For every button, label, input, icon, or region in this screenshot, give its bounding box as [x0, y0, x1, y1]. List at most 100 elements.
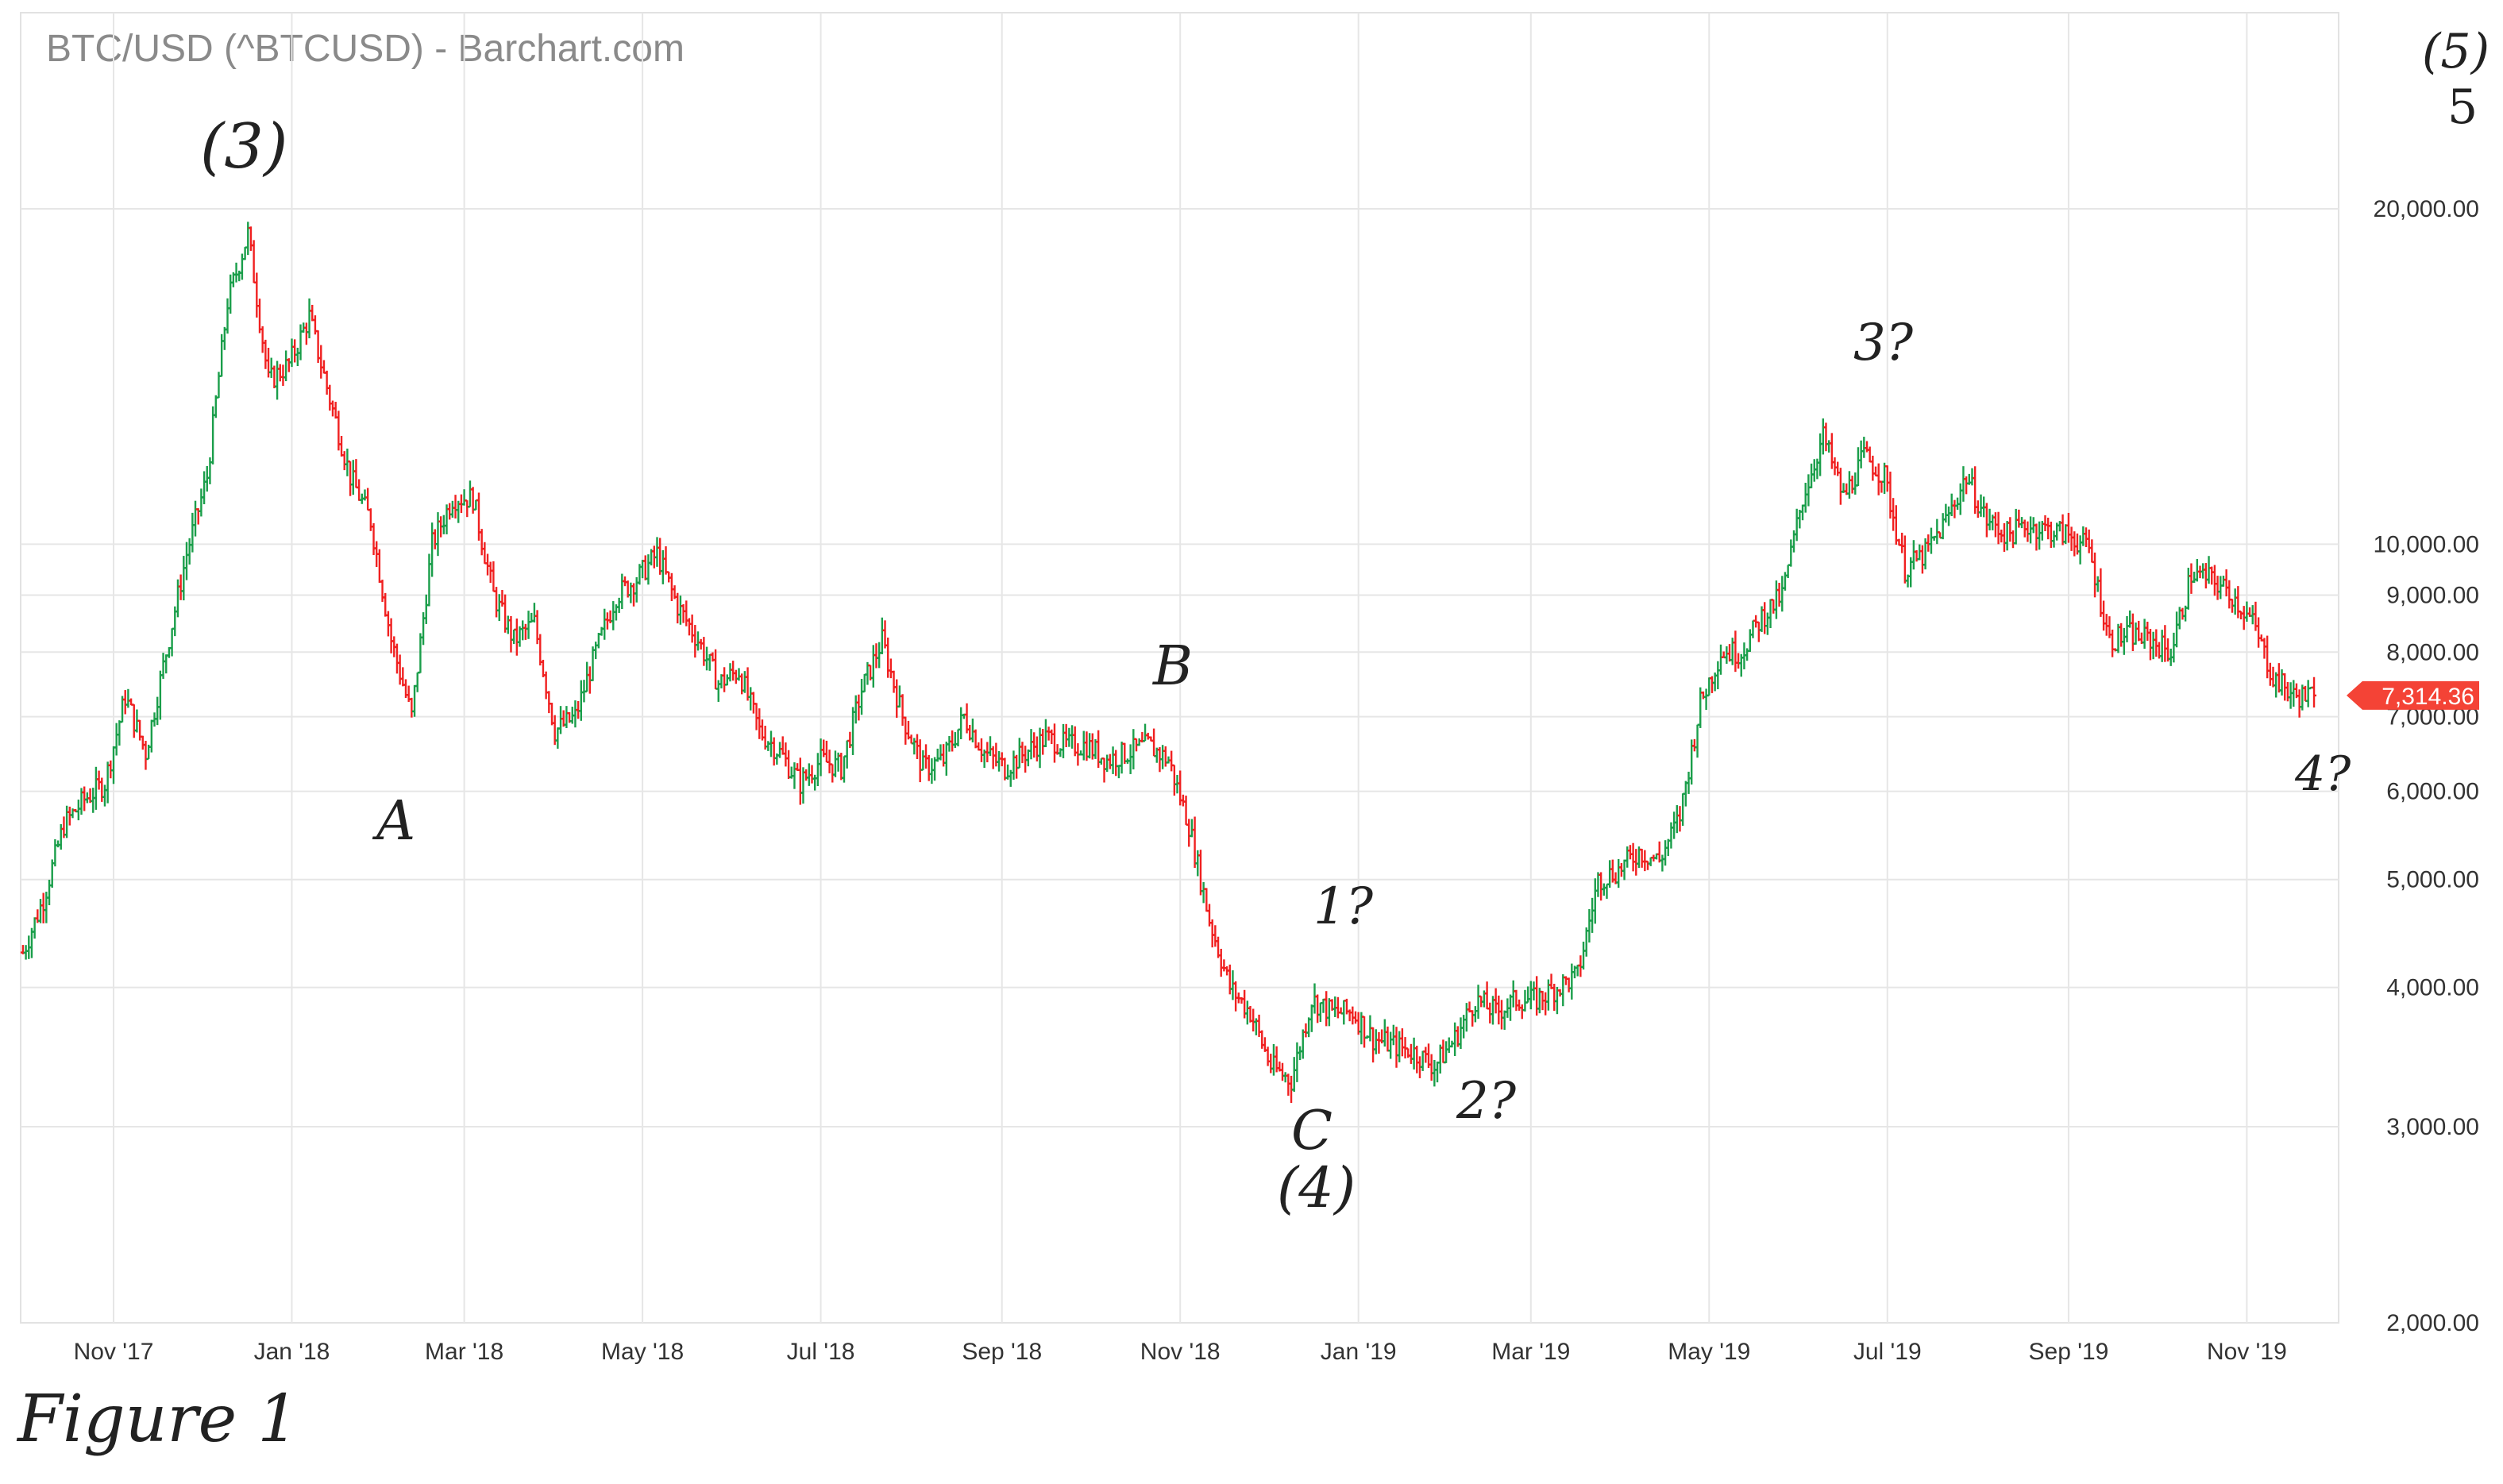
- ohlc-bar: [283, 350, 289, 382]
- x-tick-label: Mar '19: [1491, 1339, 1570, 1365]
- ohlc-bar: [1668, 822, 1674, 849]
- ohlc-bar: [1855, 447, 1861, 487]
- ohlc-bar: [251, 240, 256, 283]
- annotation-2q: 2?: [1456, 1072, 1517, 1131]
- ohlc-bar: [1592, 878, 1598, 924]
- ohlc-bar: [578, 680, 584, 721]
- ohlc-bar: [143, 741, 148, 770]
- ohlc-bar: [2136, 620, 2142, 642]
- ohlc-bar: [298, 324, 303, 360]
- ohlc-bar: [2115, 623, 2121, 653]
- ohlc-bar: [64, 805, 70, 838]
- ohlc-bar: [321, 360, 326, 374]
- ohlc-bar: [310, 304, 315, 322]
- ohlc-bar: [1660, 854, 1665, 872]
- ohlc-bar: [178, 574, 183, 600]
- ohlc-bar: [160, 653, 166, 679]
- ohlc-bar: [750, 692, 756, 714]
- grid: [20, 12, 2339, 1324]
- y-tick-label: 10,000.00: [2374, 531, 2479, 557]
- ohlc-bar: [1470, 1010, 1475, 1027]
- ohlc-bar: [1762, 602, 1768, 634]
- ohlc-bar: [2124, 616, 2130, 642]
- ohlc-bar: [447, 503, 453, 520]
- ohlc-bar: [1043, 719, 1048, 748]
- ohlc-bar: [935, 748, 940, 762]
- ohlc-bar: [842, 755, 847, 783]
- ohlc-bar: [2077, 535, 2083, 565]
- ohlc-bar: [2244, 601, 2250, 622]
- ohlc-bar: [1341, 1000, 1347, 1025]
- ohlc-bar: [272, 365, 277, 388]
- ohlc-bar: [1525, 986, 1531, 1004]
- ohlc-bar: [1926, 534, 1931, 552]
- ohlc-bar: [1622, 859, 1627, 881]
- ohlc-bar: [669, 572, 674, 602]
- ohlc-bar: [105, 761, 110, 804]
- ohlc-bar: [1011, 750, 1016, 781]
- ohlc-bar: [926, 754, 931, 781]
- ohlc-bar: [292, 339, 298, 363]
- ohlc-bar: [2270, 666, 2276, 688]
- ohlc-bar: [783, 742, 789, 767]
- ohlc-bar: [1663, 840, 1668, 866]
- ohlc-bar: [388, 618, 394, 653]
- ohlc-bar: [2098, 568, 2104, 617]
- ohlc-bar: [1213, 925, 1218, 947]
- ohlc-bar: [1315, 994, 1321, 1023]
- x-tick-label: Jan '18: [254, 1339, 330, 1365]
- ohlc-bar: [2200, 563, 2206, 579]
- ohlc-bar: [1691, 738, 1697, 752]
- ohlc-bar: [289, 338, 295, 368]
- ohlc-bar: [1143, 723, 1148, 742]
- ohlc-bar: [2133, 623, 2139, 645]
- ohlc-bar: [593, 642, 599, 660]
- ohlc-bar: [1581, 941, 1587, 970]
- ohlc-bar: [324, 370, 330, 395]
- ohlc-bar: [917, 739, 923, 783]
- ohlc-bar: [731, 661, 736, 681]
- ohlc-bar: [371, 522, 376, 556]
- ohlc-bar: [2194, 559, 2200, 582]
- ohlc-bar: [1163, 746, 1168, 767]
- ohlc-bar: [125, 688, 131, 708]
- ohlc-bar: [2145, 622, 2150, 642]
- ohlc-bar: [2065, 512, 2071, 543]
- ohlc-bar: [1964, 476, 1969, 495]
- ohlc-bar: [950, 730, 955, 752]
- ohlc-bar: [736, 668, 742, 681]
- ohlc-bar: [2312, 676, 2317, 708]
- ohlc-bar: [1326, 998, 1332, 1027]
- ohlc-bar: [2185, 568, 2191, 610]
- ohlc-bar: [713, 649, 719, 690]
- ohlc-bar: [1051, 723, 1057, 763]
- ohlc-bar: [634, 577, 639, 603]
- ohlc-bar: [333, 402, 338, 419]
- ohlc-bar: [508, 615, 514, 653]
- x-tick-label: May '18: [601, 1339, 684, 1365]
- ohlc-bar: [2060, 514, 2065, 545]
- ohlc-bar: [2150, 631, 2156, 660]
- axes: 2,000.00 3,000.00 4,000.00 5,000.00 6,000.00…: [74, 196, 2479, 1365]
- ohlc-bar: [1838, 468, 1843, 505]
- ohlc-bar: [99, 777, 105, 802]
- ohlc-bar: [1458, 1017, 1464, 1050]
- ohlc-bar: [430, 522, 435, 577]
- ohlc-bar: [1429, 1054, 1434, 1081]
- ohlc-bar: [1371, 1027, 1376, 1063]
- ohlc-bar: [696, 631, 700, 651]
- ohlc-bar: [1616, 858, 1622, 888]
- ohlc-bar: [339, 435, 345, 457]
- ohlc-bar: [681, 603, 686, 623]
- ohlc-bar: [1566, 977, 1572, 993]
- ohlc-bar: [531, 603, 537, 623]
- ohlc-bar: [67, 806, 72, 826]
- ohlc-bar: [777, 742, 783, 758]
- ohlc-bar: [1227, 964, 1232, 995]
- ohlc-bar: [1943, 503, 1949, 523]
- ohlc-bar: [1128, 744, 1133, 774]
- ohlc-bar: [745, 667, 750, 701]
- ohlc-bar: [1399, 1028, 1405, 1057]
- ohlc-bar: [823, 740, 829, 763]
- ohlc-bar: [376, 549, 382, 583]
